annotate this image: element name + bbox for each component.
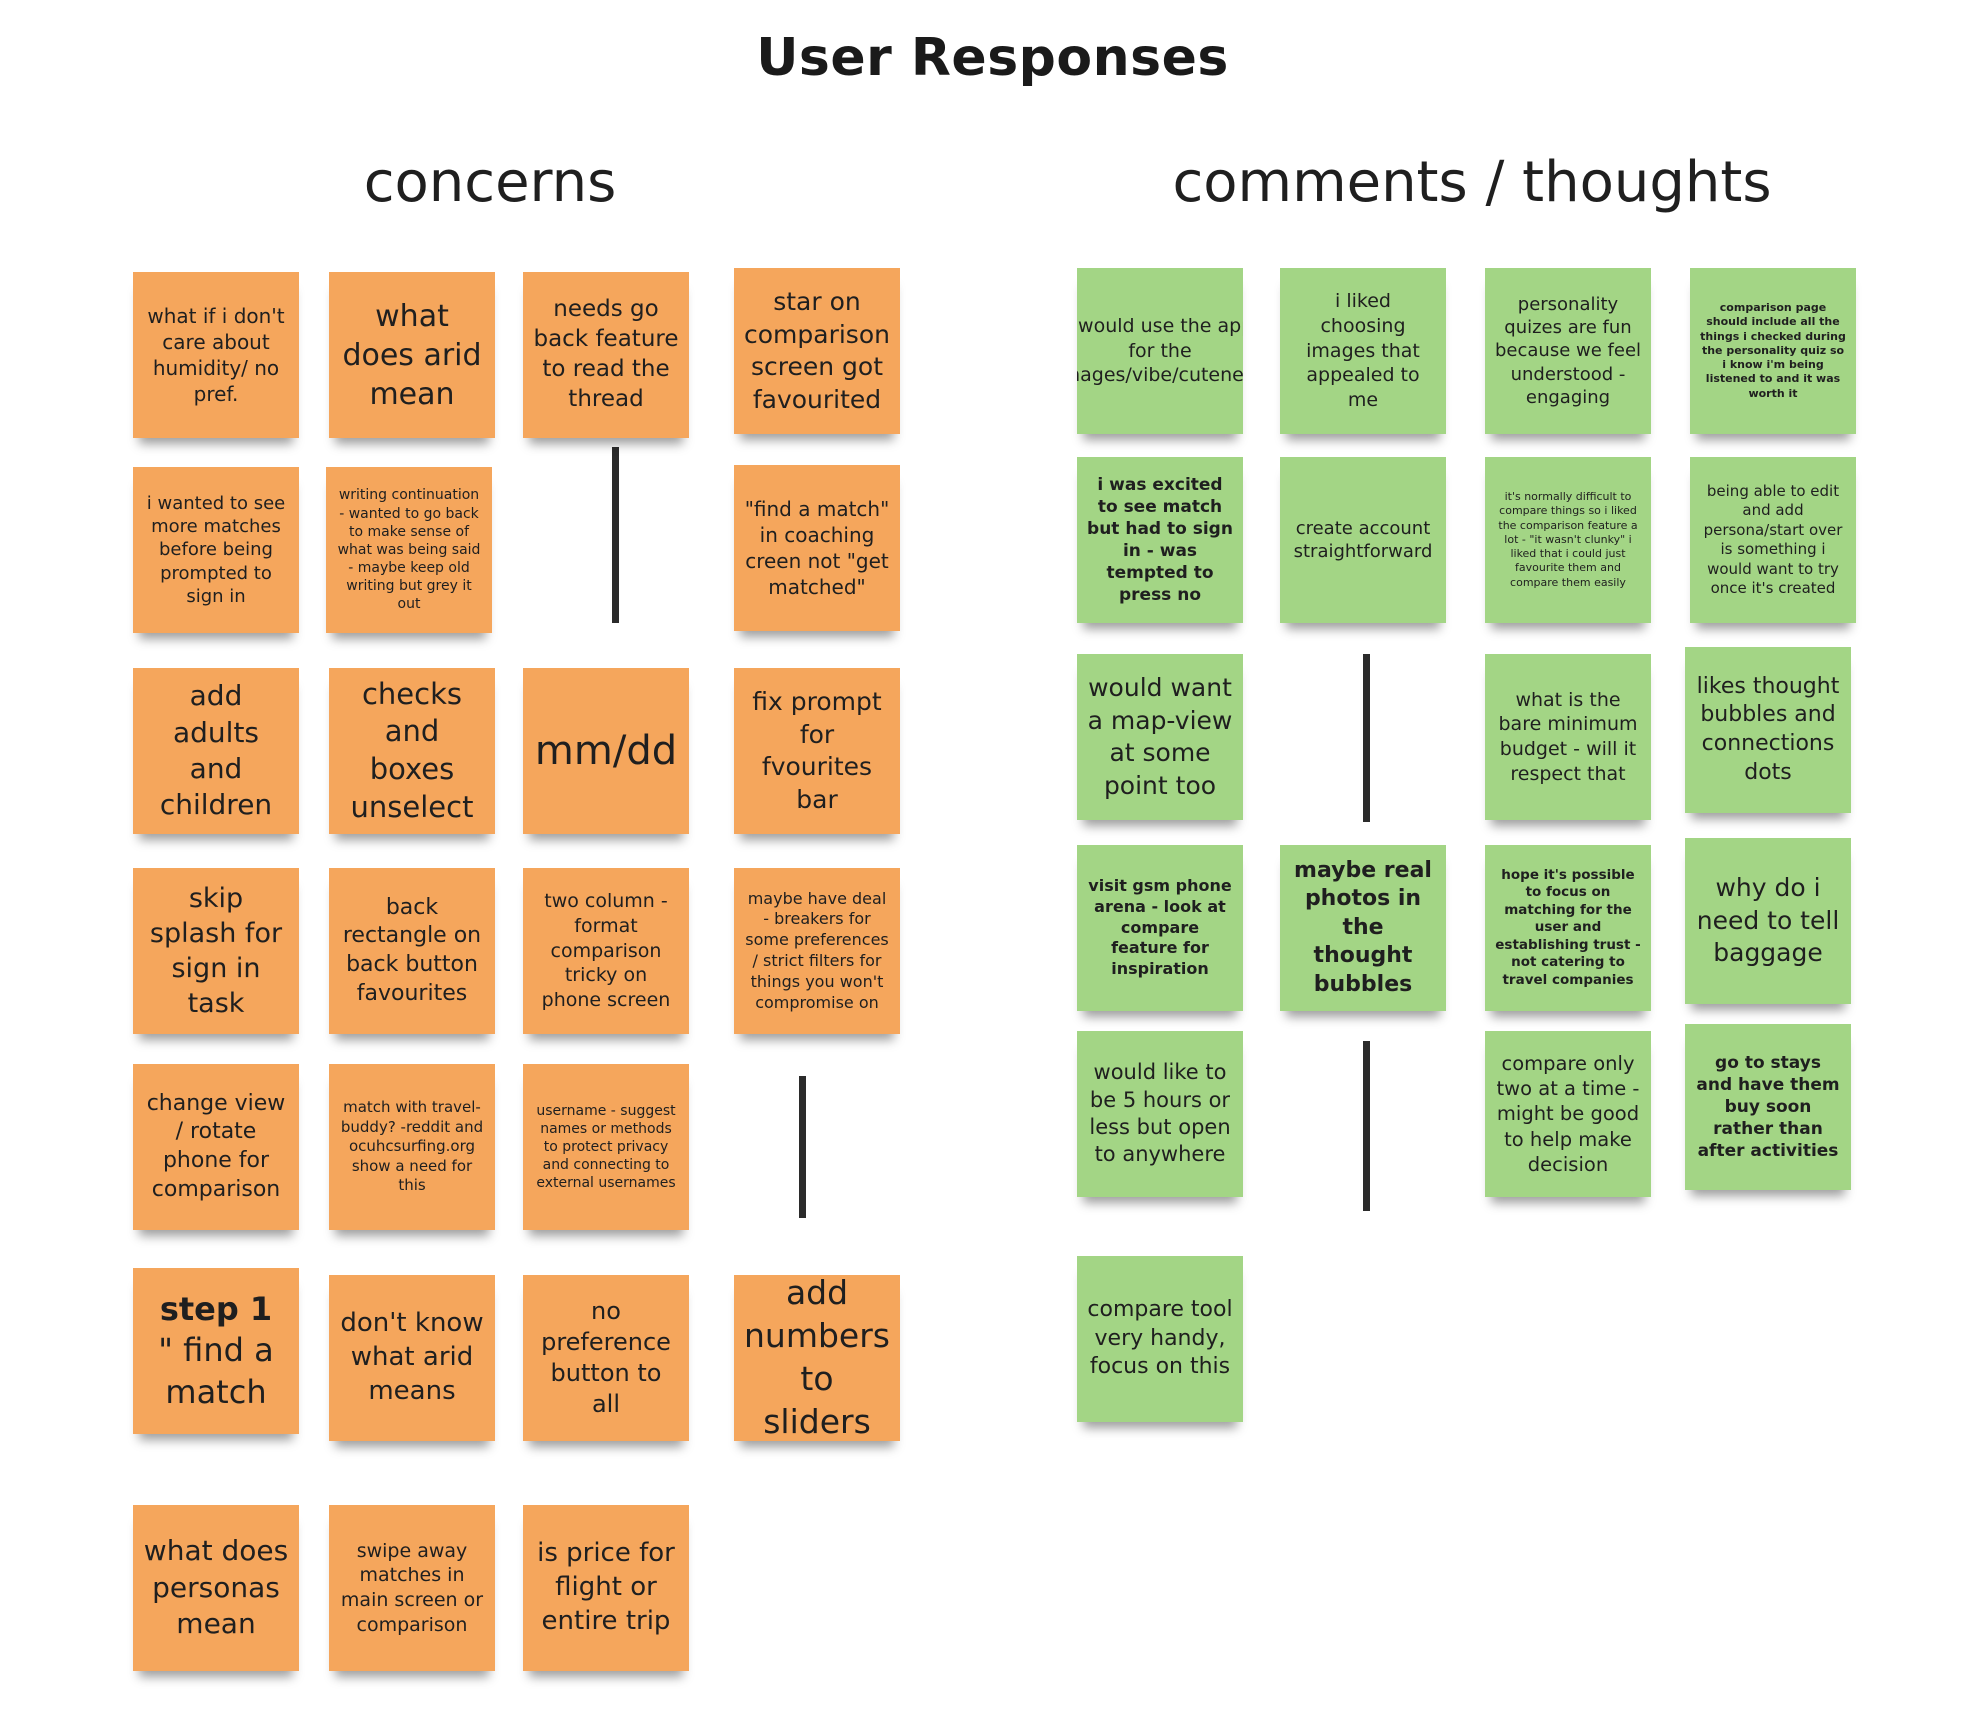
sticky-note-concern[interactable]: step 1 " find a match	[133, 1268, 299, 1434]
connector-line	[612, 447, 619, 623]
connector-line	[1363, 654, 1370, 822]
sticky-note-comment[interactable]: compare tool very handy, focus on this	[1077, 1256, 1243, 1422]
sticky-note-concern[interactable]: is price for flight or entire trip	[523, 1505, 689, 1671]
sticky-note-concern[interactable]: i wanted to see more matches before bein…	[133, 467, 299, 633]
sticky-note-comment[interactable]: comparison page should include all the t…	[1690, 268, 1856, 434]
sticky-note-comment[interactable]: create account straightforward	[1280, 457, 1446, 623]
concerns-heading: concerns	[363, 150, 617, 215]
sticky-note-concern[interactable]: what if i don't care about humidity/ no …	[133, 272, 299, 438]
sticky-note-concern[interactable]: back rectangle on back button favourites	[329, 868, 495, 1034]
sticky-note-comment[interactable]: what is the bare minimum budget - will i…	[1485, 654, 1651, 820]
sticky-note-concern[interactable]: swipe away matches in main screen or com…	[329, 1505, 495, 1671]
sticky-note-concern[interactable]: "find a match" in coaching creen not "ge…	[734, 465, 900, 631]
sticky-note-concern[interactable]: change view / rotate phone for compariso…	[133, 1064, 299, 1230]
sticky-note-comment[interactable]: hope it's possible to focus on matching …	[1485, 845, 1651, 1011]
sticky-note-comment[interactable]: it's normally difficult to compare thing…	[1485, 457, 1651, 623]
sticky-note-comment[interactable]: would like to be 5 hours or less but ope…	[1077, 1031, 1243, 1197]
sticky-note-concern[interactable]: needs go back feature to read the thread	[523, 272, 689, 438]
sticky-note-comment[interactable]: go to stays and have them buy soon rathe…	[1685, 1024, 1851, 1190]
sticky-note-comment[interactable]: maybe real photos in the thought bubbles	[1280, 845, 1446, 1011]
sticky-note-concern[interactable]: username - suggest names or methods to p…	[523, 1064, 689, 1230]
sticky-note-comment[interactable]: i liked choosing images that appealed to…	[1280, 268, 1446, 434]
sticky-note-concern[interactable]: match with travel-buddy? -reddit and ocu…	[329, 1064, 495, 1230]
sticky-note-comment[interactable]: personality quizes are fun because we fe…	[1485, 268, 1651, 434]
sticky-note-concern[interactable]: add numbers to sliders	[734, 1275, 900, 1441]
sticky-note-concern[interactable]: what does arid mean	[329, 272, 495, 438]
sticky-note-comment[interactable]: why do i need to tell baggage	[1685, 838, 1851, 1004]
sticky-note-concern[interactable]: two column - format comparison tricky on…	[523, 868, 689, 1034]
sticky-note-concern[interactable]: mm/dd	[523, 668, 689, 834]
connector-line	[1363, 1041, 1370, 1211]
sticky-note-concern[interactable]: what does personas mean	[133, 1505, 299, 1671]
sticky-note-comment[interactable]: i would use the app for the images/vibe/…	[1077, 268, 1243, 434]
sticky-note-comment[interactable]: compare only two at a time - might be go…	[1485, 1031, 1651, 1197]
sticky-note-comment[interactable]: visit gsm phone arena - look at compare …	[1077, 845, 1243, 1011]
sticky-note-concern[interactable]: star on comparison screen got favourited	[734, 268, 900, 434]
sticky-note-concern[interactable]: maybe have deal - breakers for some pref…	[734, 868, 900, 1034]
comments-heading: comments / thoughts	[1172, 150, 1772, 215]
sticky-note-comment[interactable]: likes thought bubbles and connections do…	[1685, 647, 1851, 813]
board-title: User Responses	[756, 28, 1229, 88]
sticky-note-comment[interactable]: being able to edit and add persona/start…	[1690, 457, 1856, 623]
sticky-note-comment[interactable]: would want a map-view at some point too	[1077, 654, 1243, 820]
connector-line	[799, 1076, 806, 1218]
sticky-note-concern[interactable]: writing continuation - wanted to go back…	[326, 467, 492, 633]
sticky-note-concern[interactable]: add adults and children	[133, 668, 299, 834]
sticky-note-concern[interactable]: checks and boxes unselect	[329, 668, 495, 834]
sticky-note-concern[interactable]: skip splash for sign in task	[133, 868, 299, 1034]
sticky-note-comment[interactable]: i was excited to see match but had to si…	[1077, 457, 1243, 623]
sticky-note-concern[interactable]: no preference button to all	[523, 1275, 689, 1441]
sticky-note-concern[interactable]: fix prompt for fvourites bar	[734, 668, 900, 834]
sticky-note-concern[interactable]: don't know what arid means	[329, 1275, 495, 1441]
